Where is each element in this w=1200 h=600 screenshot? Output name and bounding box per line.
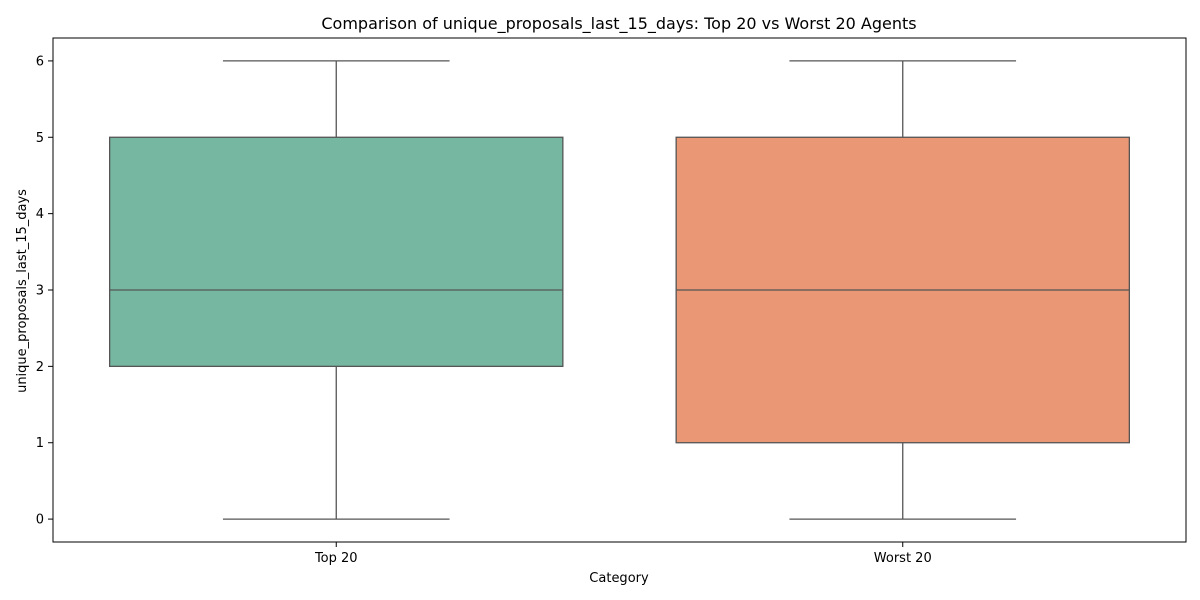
y-axis-title: unique_proposals_last_15_days — [15, 189, 30, 393]
x-axis-title: Category — [589, 571, 649, 586]
y-tick-label: 2 — [36, 360, 44, 375]
y-tick-label: 6 — [36, 54, 44, 69]
y-tick-label: 1 — [36, 436, 44, 451]
x-tick-label: Top 20 — [314, 551, 358, 566]
chart-title: Comparison of unique_proposals_last_15_d… — [321, 14, 916, 34]
y-tick-label: 5 — [36, 131, 44, 146]
y-tick-label: 4 — [36, 207, 44, 222]
x-tick-label: Worst 20 — [874, 551, 932, 566]
box-top-20 — [109, 136, 564, 368]
y-tick-label: 3 — [36, 284, 44, 299]
plot-area: 0 1 2 3 4 5 6 Top 20 Worst 20 — [36, 37, 1187, 566]
y-tick-label: 0 — [36, 513, 44, 528]
